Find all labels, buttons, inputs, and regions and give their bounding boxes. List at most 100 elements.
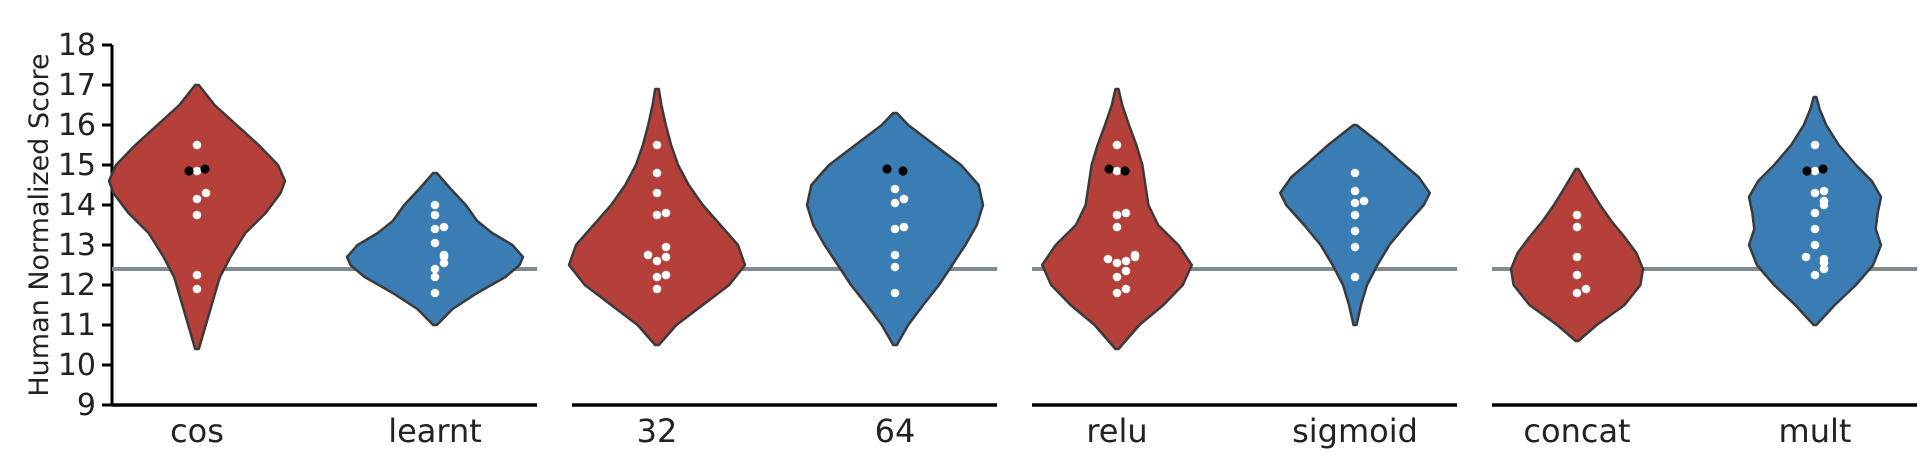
violin-sigmoid xyxy=(1278,123,1432,327)
panel-1: cos learnt xyxy=(107,83,537,450)
y-tick-label: 18 xyxy=(58,28,96,63)
data-point xyxy=(652,272,662,282)
x-tick-label: concat xyxy=(1523,412,1630,450)
data-point xyxy=(1121,256,1131,266)
data-point xyxy=(1819,264,1829,274)
data-point xyxy=(1819,186,1829,196)
data-point xyxy=(430,238,440,248)
y-tick-label: 9 xyxy=(77,388,96,423)
data-point xyxy=(439,250,449,260)
data-point xyxy=(1572,270,1582,280)
data-point xyxy=(1572,252,1582,262)
data-point xyxy=(1819,196,1829,206)
data-point xyxy=(890,262,900,272)
y-tick-label: 10 xyxy=(58,348,96,383)
data-point xyxy=(1819,254,1829,264)
data-point xyxy=(652,140,662,150)
y-tick-label: 15 xyxy=(58,148,96,183)
y-tick-label: 13 xyxy=(58,228,96,263)
x-tick-label: learnt xyxy=(388,412,482,450)
data-point xyxy=(1810,208,1820,218)
data-point xyxy=(1112,210,1122,220)
highlight-point xyxy=(1802,166,1812,176)
data-point xyxy=(652,210,662,220)
panel-2: 32 64 xyxy=(567,87,997,450)
data-point xyxy=(439,222,449,232)
data-point xyxy=(890,288,900,298)
data-point xyxy=(1112,288,1122,298)
x-tick-label: relu xyxy=(1086,412,1147,450)
data-point xyxy=(430,264,440,274)
data-point xyxy=(1350,186,1360,196)
data-point xyxy=(899,222,909,232)
y-tick-label: 12 xyxy=(58,268,96,303)
data-point xyxy=(1801,252,1811,262)
data-point xyxy=(652,256,662,266)
y-axis-title: Human Normalized Score xyxy=(24,53,55,396)
data-point xyxy=(1112,272,1122,282)
panel-4: concat mult xyxy=(1492,95,1917,450)
data-point xyxy=(1810,240,1820,250)
x-tick-label: sigmoid xyxy=(1292,412,1418,450)
highlight-point xyxy=(184,166,194,176)
data-point xyxy=(1359,196,1369,206)
data-point xyxy=(1581,284,1591,294)
data-point xyxy=(661,208,671,218)
data-point xyxy=(1810,140,1820,150)
y-tick-label: 14 xyxy=(58,188,96,223)
data-point xyxy=(1350,168,1360,178)
x-tick-label: 64 xyxy=(875,412,916,450)
data-point xyxy=(430,272,440,282)
data-point xyxy=(439,258,449,268)
data-point xyxy=(643,250,653,260)
highlight-point xyxy=(898,166,908,176)
data-point xyxy=(1572,288,1582,298)
data-point xyxy=(1810,224,1820,234)
data-point xyxy=(192,284,202,294)
data-point xyxy=(1810,166,1820,176)
data-point xyxy=(661,252,671,262)
data-point xyxy=(1112,258,1122,268)
data-point xyxy=(192,210,202,220)
data-point xyxy=(1350,272,1360,282)
data-point xyxy=(652,284,662,294)
data-point xyxy=(1572,222,1582,232)
x-tick-label: mult xyxy=(1779,412,1852,450)
data-point xyxy=(201,188,211,198)
panel-3: relu sigmoid xyxy=(1032,87,1457,450)
data-point xyxy=(1810,270,1820,280)
x-tick-label: cos xyxy=(170,412,224,450)
data-point xyxy=(1121,208,1131,218)
y-tick-label: 16 xyxy=(58,108,96,143)
data-point xyxy=(652,188,662,198)
highlight-point xyxy=(882,164,892,174)
data-point xyxy=(890,250,900,260)
data-point xyxy=(1112,140,1122,150)
data-point xyxy=(890,224,900,234)
data-point xyxy=(890,184,900,194)
data-point xyxy=(899,194,909,204)
data-point xyxy=(661,270,671,280)
data-point xyxy=(192,166,202,176)
data-point xyxy=(1121,266,1131,276)
data-point xyxy=(1350,242,1360,252)
data-point xyxy=(1350,210,1360,220)
y-tick-label: 11 xyxy=(58,308,96,343)
highlight-point xyxy=(1104,164,1114,174)
data-point xyxy=(1810,188,1820,198)
y-axis: 9 10 11 12 13 14 15 16 17 18 xyxy=(58,28,114,423)
data-point xyxy=(1121,284,1131,294)
highlight-point xyxy=(1120,166,1130,176)
violin-learnt xyxy=(345,171,525,327)
data-point xyxy=(192,140,202,150)
data-point xyxy=(1103,254,1113,264)
data-point xyxy=(430,210,440,220)
data-point xyxy=(430,288,440,298)
highlight-point xyxy=(200,164,210,174)
y-tick-label: 17 xyxy=(58,68,96,103)
data-point xyxy=(1130,250,1140,260)
data-point xyxy=(1112,166,1122,176)
highlight-point xyxy=(1818,164,1828,174)
data-point xyxy=(1350,198,1360,208)
